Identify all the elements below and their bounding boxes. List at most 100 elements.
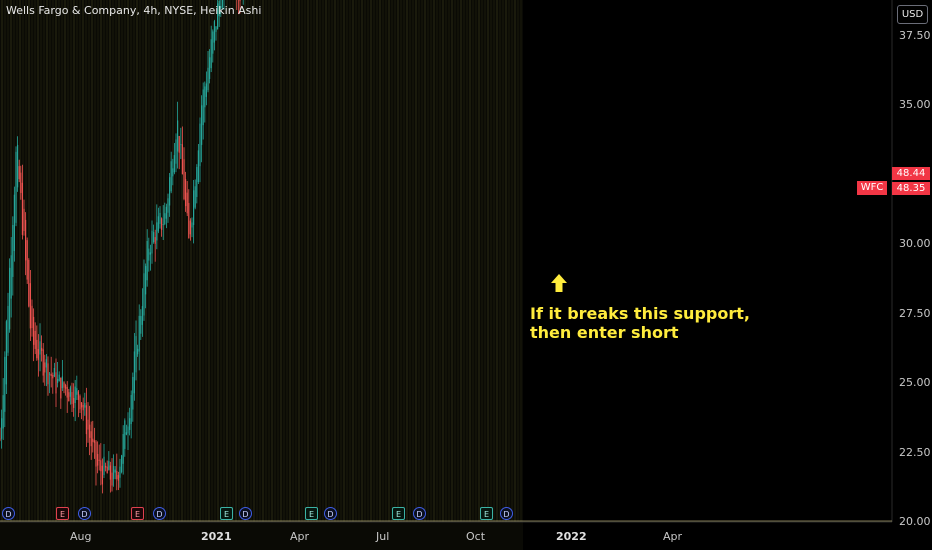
time-tick: Apr [290, 530, 310, 543]
candle-body [95, 441, 97, 467]
candle-body [93, 440, 95, 443]
candle-body [172, 168, 174, 177]
chart-title: Wells Fargo & Company, 4h, NYSE, Heikin … [6, 4, 262, 17]
candle-body [71, 392, 73, 404]
dividend-marker[interactable]: D [153, 507, 166, 520]
up-arrow-icon [551, 274, 567, 292]
candle-body [74, 386, 76, 403]
candle-body [28, 259, 30, 307]
candle-body [124, 420, 126, 449]
candle-body [87, 419, 89, 430]
candle-body [148, 248, 150, 261]
history-region [0, 0, 523, 550]
annotation-text[interactable]: If it breaks this support, then enter sh… [530, 304, 750, 342]
candle-body [57, 378, 59, 383]
candle-body [141, 306, 143, 325]
candle-body [68, 392, 70, 402]
candle-body [13, 194, 15, 251]
candle-body [50, 373, 52, 377]
candle-body [165, 206, 167, 219]
earnings-marker[interactable]: E [480, 507, 493, 520]
candle-body [92, 438, 94, 442]
candle-body [156, 222, 158, 241]
candle-body [132, 377, 134, 410]
candle-body [209, 57, 211, 79]
candle-body [210, 39, 212, 69]
candle-body [185, 179, 187, 207]
earnings-marker[interactable]: E [305, 507, 318, 520]
candle-body [109, 465, 111, 480]
candle-body [1, 418, 3, 439]
candle-body [202, 89, 204, 126]
candle-body [5, 321, 7, 385]
candle-body [85, 405, 87, 435]
candle-body [197, 150, 199, 182]
candle-body [138, 315, 140, 352]
candle-body [167, 198, 169, 213]
candle-body [61, 376, 63, 389]
candle-body [105, 465, 107, 468]
candle-body [47, 363, 49, 385]
price-tick: 37.50 [899, 28, 931, 42]
candle-body [23, 208, 25, 232]
candle-body [79, 395, 81, 410]
candles [0, 0, 244, 494]
candle-body [36, 339, 38, 359]
currency-button[interactable]: USD [897, 5, 928, 24]
candle-body [114, 469, 116, 473]
candle-body [119, 466, 121, 478]
candle-body [204, 86, 206, 108]
candle-body [129, 418, 131, 430]
candle-body [73, 398, 75, 408]
candle-body [191, 222, 193, 228]
candle-body [186, 192, 188, 214]
dividend-marker[interactable]: D [2, 507, 15, 520]
candle-body [199, 123, 201, 167]
candle-body [63, 382, 65, 388]
dividend-marker[interactable]: D [78, 507, 91, 520]
candle-body [239, 0, 241, 2]
candle-body [173, 155, 175, 173]
candle-body [97, 454, 99, 466]
candle-body [101, 465, 103, 485]
time-tick: Oct [466, 530, 486, 543]
candle-body [52, 374, 54, 379]
candle-body [133, 351, 135, 394]
dividend-marker[interactable]: D [239, 507, 252, 520]
candle-body [77, 391, 79, 400]
candle-body [76, 388, 78, 395]
candle-body [221, 0, 223, 8]
candle-body [215, 26, 217, 32]
prev-price-tag: 48.44 [892, 167, 930, 180]
candle-body [146, 241, 148, 281]
candle-body [42, 349, 44, 376]
candle-body [37, 349, 39, 360]
candle-body [31, 305, 33, 329]
earnings-marker[interactable]: E [131, 507, 144, 520]
earnings-marker[interactable]: E [392, 507, 405, 520]
earnings-marker[interactable]: E [220, 507, 233, 520]
candle-body [162, 224, 164, 225]
candle-body [39, 341, 41, 355]
dividend-marker[interactable]: D [500, 507, 513, 520]
candle-body [33, 316, 35, 345]
candle-body [12, 224, 14, 277]
candle-body [181, 144, 183, 175]
candle-body [178, 135, 180, 153]
earnings-marker[interactable]: E [56, 507, 69, 520]
candle-body [140, 316, 142, 334]
candle-body [205, 83, 207, 97]
candle-body [41, 347, 43, 351]
dividend-marker[interactable]: D [324, 507, 337, 520]
candle-body [81, 402, 83, 408]
annotation-line-2: then enter short [530, 323, 679, 342]
candle-body [0, 438, 1, 440]
price-tick: 35.00 [899, 98, 931, 111]
dividend-marker[interactable]: D [413, 507, 426, 520]
session-gridlines [1, 0, 522, 522]
candle-body [207, 67, 209, 91]
candle-body [108, 461, 110, 470]
candle-body [117, 475, 119, 481]
candle-body [180, 144, 182, 146]
